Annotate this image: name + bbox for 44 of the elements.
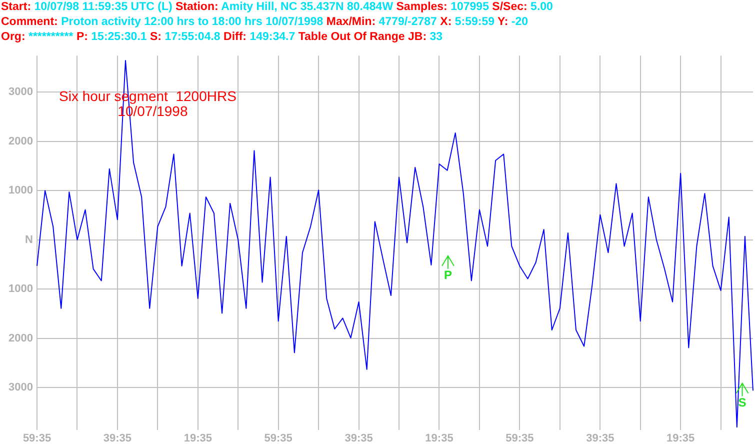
- y-tick-label: 2000: [8, 135, 33, 148]
- x-tick-label: 39:35: [586, 432, 614, 444]
- text: 10/07/98 11:59:35 UTC (L): [34, 1, 172, 13]
- y-tick-label: 3000: [8, 382, 33, 394]
- annotation: S: [738, 396, 746, 410]
- text: **********: [28, 31, 74, 43]
- annotation: P: [444, 268, 452, 282]
- x-tick-label: 59:35: [264, 432, 292, 444]
- x-tick-label: 19:35: [425, 432, 454, 444]
- text: Samples:: [396, 1, 448, 13]
- x-tick-label: 19:35: [666, 432, 695, 444]
- y-tick-label: 3000: [8, 86, 33, 98]
- text: Org:: [1, 31, 26, 43]
- y-tick-label: 2000: [8, 332, 33, 344]
- text: X:: [440, 16, 452, 28]
- text: Y:: [498, 16, 508, 28]
- x-tick-label: 59:35: [506, 432, 534, 444]
- text: 5.00: [530, 1, 553, 13]
- text: S:: [150, 31, 162, 43]
- text: Proton activity 12:00 hrs to 18:00 hrs 10/07/1998: [61, 16, 324, 28]
- text: Max/Min:: [326, 16, 376, 28]
- text: S/Sec:: [492, 1, 528, 13]
- text: -20: [511, 16, 528, 28]
- text: P:: [76, 31, 88, 43]
- y-tick-label: 1000: [8, 283, 33, 296]
- text: Amity Hill, NC 35.437N 80.484W: [221, 1, 394, 13]
- text: 149:34.7: [250, 31, 296, 43]
- x-tick-label: 19:35: [184, 432, 212, 444]
- text: 17:55:04.8: [164, 31, 220, 43]
- x-tick-label: 59:35: [22, 432, 52, 444]
- text: 15:25:30.1: [91, 31, 147, 43]
- text: Table Out Of Range JB:: [298, 31, 427, 43]
- y-tick-label: N: [25, 234, 34, 246]
- text: Station:: [176, 1, 218, 13]
- text: 107995: [450, 1, 489, 13]
- x-tick-label: 39:35: [344, 432, 373, 444]
- text: Start:: [1, 1, 32, 13]
- text: Comment:: [1, 16, 58, 28]
- x-tick-label: 39:35: [103, 432, 132, 444]
- y-tick-label: 1000: [8, 184, 33, 197]
- text: 4779/-2787: [378, 16, 437, 28]
- text: 33: [430, 31, 443, 43]
- text: 5:59:59: [454, 16, 495, 28]
- text: Diff:: [224, 31, 247, 43]
